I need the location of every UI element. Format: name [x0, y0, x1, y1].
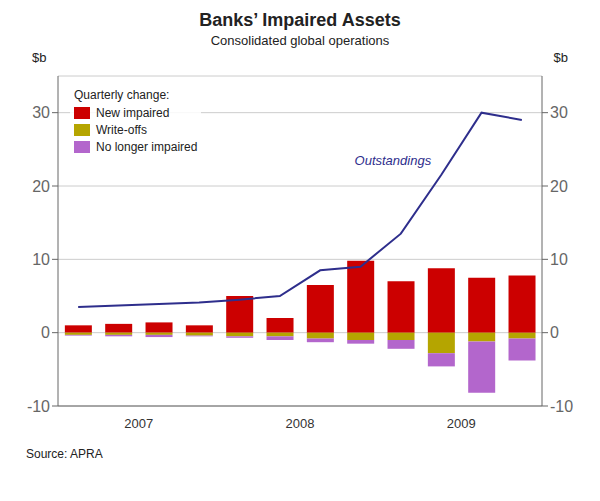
- svg-text:10: 10: [550, 251, 568, 268]
- svg-text:20: 20: [32, 178, 50, 195]
- html-text:Source: APRA: Source: APRA: [26, 447, 103, 461]
- html-text:$b: $b: [32, 50, 47, 65]
- svg-text:-10: -10: [27, 398, 50, 415]
- html-text:New impaired: New impaired: [96, 106, 170, 120]
- svg-text:2009: 2009: [447, 416, 476, 431]
- html-text:No longer impaired: No longer impaired: [96, 140, 198, 154]
- svg-text:20: 20: [550, 178, 568, 195]
- svg-text:Outstandings: Outstandings: [355, 153, 432, 168]
- html-text:Banks’ Impaired Assets: Banks’ Impaired Assets: [199, 10, 401, 30]
- svg-text:0: 0: [550, 324, 559, 341]
- svg-text:2008: 2008: [286, 416, 315, 431]
- svg-text:-10: -10: [550, 398, 573, 415]
- html-text:Consolidated global operations: Consolidated global operations: [210, 33, 390, 48]
- svg-text:30: 30: [550, 104, 568, 121]
- svg-text:0: 0: [41, 324, 50, 341]
- html-text:Quarterly change:: Quarterly change:: [74, 88, 170, 102]
- svg-text:2007: 2007: [124, 416, 153, 431]
- html-text:$b: $b: [553, 50, 568, 65]
- svg-text:30: 30: [32, 104, 50, 121]
- html-text:Write-offs: Write-offs: [96, 123, 147, 137]
- svg-text:10: 10: [32, 251, 50, 268]
